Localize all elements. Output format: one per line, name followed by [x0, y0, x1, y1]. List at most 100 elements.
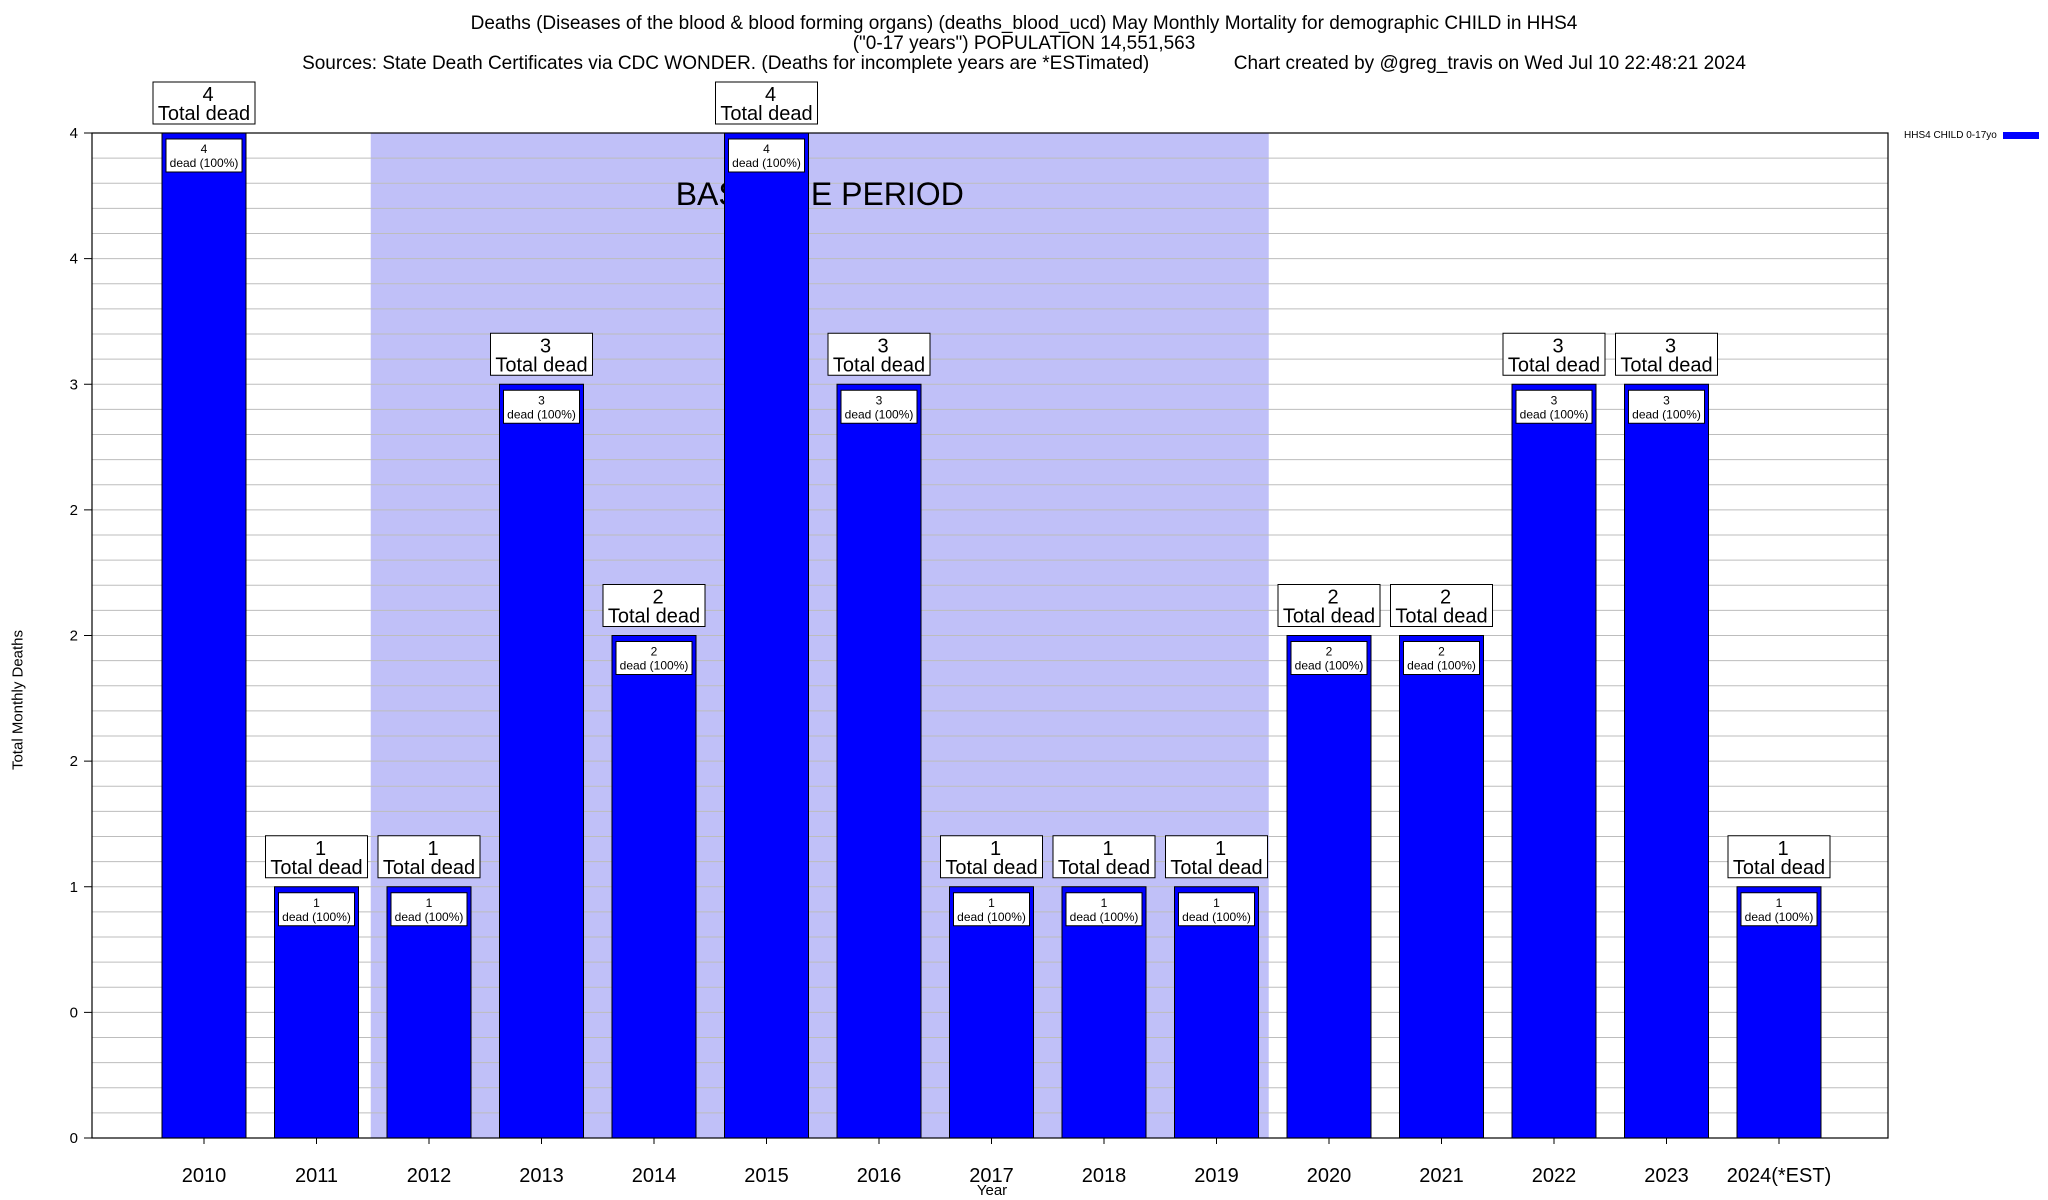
x-tick-label: 2011 [295, 1165, 338, 1187]
x-tick-label: 2012 [407, 1165, 452, 1187]
inner-label-count: 4 [201, 142, 208, 156]
x-tick-label: 2015 [744, 1165, 789, 1187]
total-label-box [940, 835, 1043, 879]
inner-label-box [390, 892, 468, 927]
total-label-text: Total dead [945, 857, 1037, 879]
total-label-count: 3 [877, 335, 888, 357]
total-label-box [1502, 332, 1606, 376]
total-label-box [1615, 332, 1718, 376]
total-label-box [1165, 835, 1268, 879]
inner-label-box [1065, 892, 1143, 927]
total-label-text: Total dead [833, 354, 925, 376]
inner-label-text: dead (100%) [1520, 407, 1589, 421]
inner-label-text: dead (100%) [620, 659, 689, 673]
total-label-text: Total dead [720, 103, 812, 125]
inner-label-text: dead (100%) [170, 156, 239, 170]
bar-2021 [1399, 635, 1484, 1139]
bar-2022 [1511, 383, 1597, 1139]
total-label-count: 2 [1327, 587, 1338, 609]
inner-label-box [953, 892, 1030, 927]
legend-label: HHS4 CHILD 0-17yo [1904, 130, 1997, 141]
bar-2018 [1061, 886, 1147, 1139]
y-tick-label: 0 [70, 1130, 78, 1147]
inner-label-box [1515, 389, 1593, 424]
total-label-count: 1 [1102, 838, 1113, 860]
inner-label-count: 3 [1663, 393, 1670, 407]
inner-label-text: dead (100%) [1407, 659, 1476, 673]
y-tick-label: 4 [70, 125, 78, 142]
inner-label-count: 1 [313, 896, 320, 910]
y-tick-label: 3 [70, 376, 78, 393]
inner-label-text: dead (100%) [1070, 910, 1139, 924]
total-label-count: 3 [540, 335, 551, 357]
total-label-count: 1 [427, 838, 438, 860]
inner-label-count: 1 [1101, 896, 1108, 910]
inner-label-count: 3 [1551, 393, 1558, 407]
inner-label-box [165, 138, 243, 173]
total-label-text: Total dead [495, 354, 587, 376]
total-label-count: 4 [765, 84, 776, 106]
y-tick-label: 2 [70, 753, 78, 770]
x-tick-label: 2022 [1532, 1165, 1577, 1187]
total-label-box [265, 835, 368, 879]
total-label-box [715, 81, 818, 125]
total-label-text: Total dead [1395, 606, 1487, 628]
inner-label-box [840, 389, 918, 424]
inner-label-text: dead (100%) [395, 910, 464, 924]
inner-label-box [1628, 389, 1705, 424]
inner-label-box [1403, 641, 1480, 675]
chart-legend: HHS4 CHILD 0-17yo [1904, 130, 2039, 141]
inner-label-text: dead (100%) [845, 407, 914, 421]
inner-label-count: 2 [1438, 645, 1445, 659]
total-label-box [377, 835, 481, 879]
total-label-text: Total dead [270, 857, 362, 879]
x-tick-label: 2013 [519, 1165, 564, 1187]
bar-2019 [1174, 886, 1259, 1139]
inner-label-box [728, 138, 805, 173]
total-label-text: Total dead [1058, 857, 1150, 879]
inner-label-box [1290, 641, 1368, 675]
inner-label-count: 3 [538, 393, 545, 407]
bar-2023 [1624, 383, 1709, 1139]
total-label-text: Total dead [1170, 857, 1262, 879]
total-label-count: 1 [1777, 838, 1788, 860]
x-tick-label: 2024(*EST) [1727, 1165, 1832, 1187]
inner-label-box [1178, 892, 1255, 927]
total-label-text: Total dead [1283, 606, 1375, 628]
inner-label-box [503, 389, 580, 424]
total-label-text: Total dead [383, 857, 475, 879]
bar-2017 [949, 886, 1034, 1139]
inner-label-count: 1 [1776, 896, 1783, 910]
x-tick-label: 2021 [1419, 1165, 1464, 1187]
total-label-count: 2 [652, 587, 663, 609]
inner-label-count: 3 [876, 393, 883, 407]
total-label-box [1277, 584, 1381, 627]
total-label-box [152, 81, 256, 125]
y-tick-label: 4 [70, 251, 78, 268]
bar-2013 [499, 383, 584, 1139]
inner-label-text: dead (100%) [1182, 910, 1251, 924]
total-label-box [602, 584, 706, 627]
y-tick-label: 2 [70, 502, 78, 519]
inner-label-count: 1 [426, 896, 433, 910]
bar-2012 [386, 886, 472, 1139]
y-tick-label: 1 [70, 879, 78, 896]
inner-label-text: dead (100%) [732, 156, 801, 170]
total-label-count: 3 [1665, 335, 1676, 357]
x-tick-label: 2019 [1194, 1165, 1239, 1187]
total-label-count: 1 [1215, 838, 1226, 860]
total-label-text: Total dead [158, 103, 250, 125]
inner-label-box [278, 892, 355, 927]
chart-title-line-1: Deaths (Diseases of the blood & blood fo… [470, 13, 1578, 34]
inner-label-text: dead (100%) [282, 910, 351, 924]
total-label-text: Total dead [1508, 354, 1600, 376]
y-tick-label: 2 [70, 628, 78, 645]
total-label-count: 1 [315, 838, 326, 860]
total-label-box [1052, 835, 1156, 879]
x-tick-label: 2020 [1307, 1165, 1352, 1187]
total-label-count: 3 [1552, 335, 1563, 357]
bar-2014 [611, 635, 697, 1139]
inner-label-text: dead (100%) [1745, 910, 1814, 924]
x-tick-label: 2017 [969, 1165, 1014, 1187]
